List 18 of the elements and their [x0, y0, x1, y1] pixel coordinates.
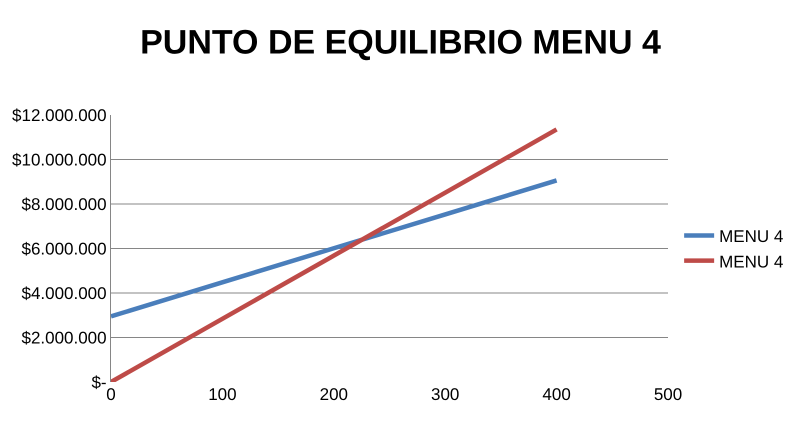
line-series [111, 178, 559, 319]
x-tick-label: 100 [208, 385, 237, 404]
x-tick-label: 200 [320, 385, 348, 404]
chart-title: PUNTO DE EQUILIBRIO MENU 4 [140, 24, 661, 62]
y-tick-label: $2.000.000 [22, 328, 107, 348]
y-tick-label: $8.000.000 [22, 194, 107, 214]
x-tick-label: 0 [106, 385, 116, 404]
y-tick-label: $6.000.000 [22, 239, 107, 258]
x-tick-label: 400 [542, 385, 571, 404]
x-tick-label: 300 [431, 385, 460, 404]
legend-label: MENU 4 [719, 252, 784, 272]
y-tick-label: $- [91, 372, 107, 392]
line-series [111, 127, 559, 382]
y-tick-label: $10.000.000 [12, 150, 107, 170]
y-tick-label: $4.000.000 [22, 284, 107, 303]
x-tick-label: 500 [654, 385, 682, 404]
y-tick-label: $12.000.000 [12, 106, 107, 125]
legend-label: MENU 4 [719, 227, 784, 246]
